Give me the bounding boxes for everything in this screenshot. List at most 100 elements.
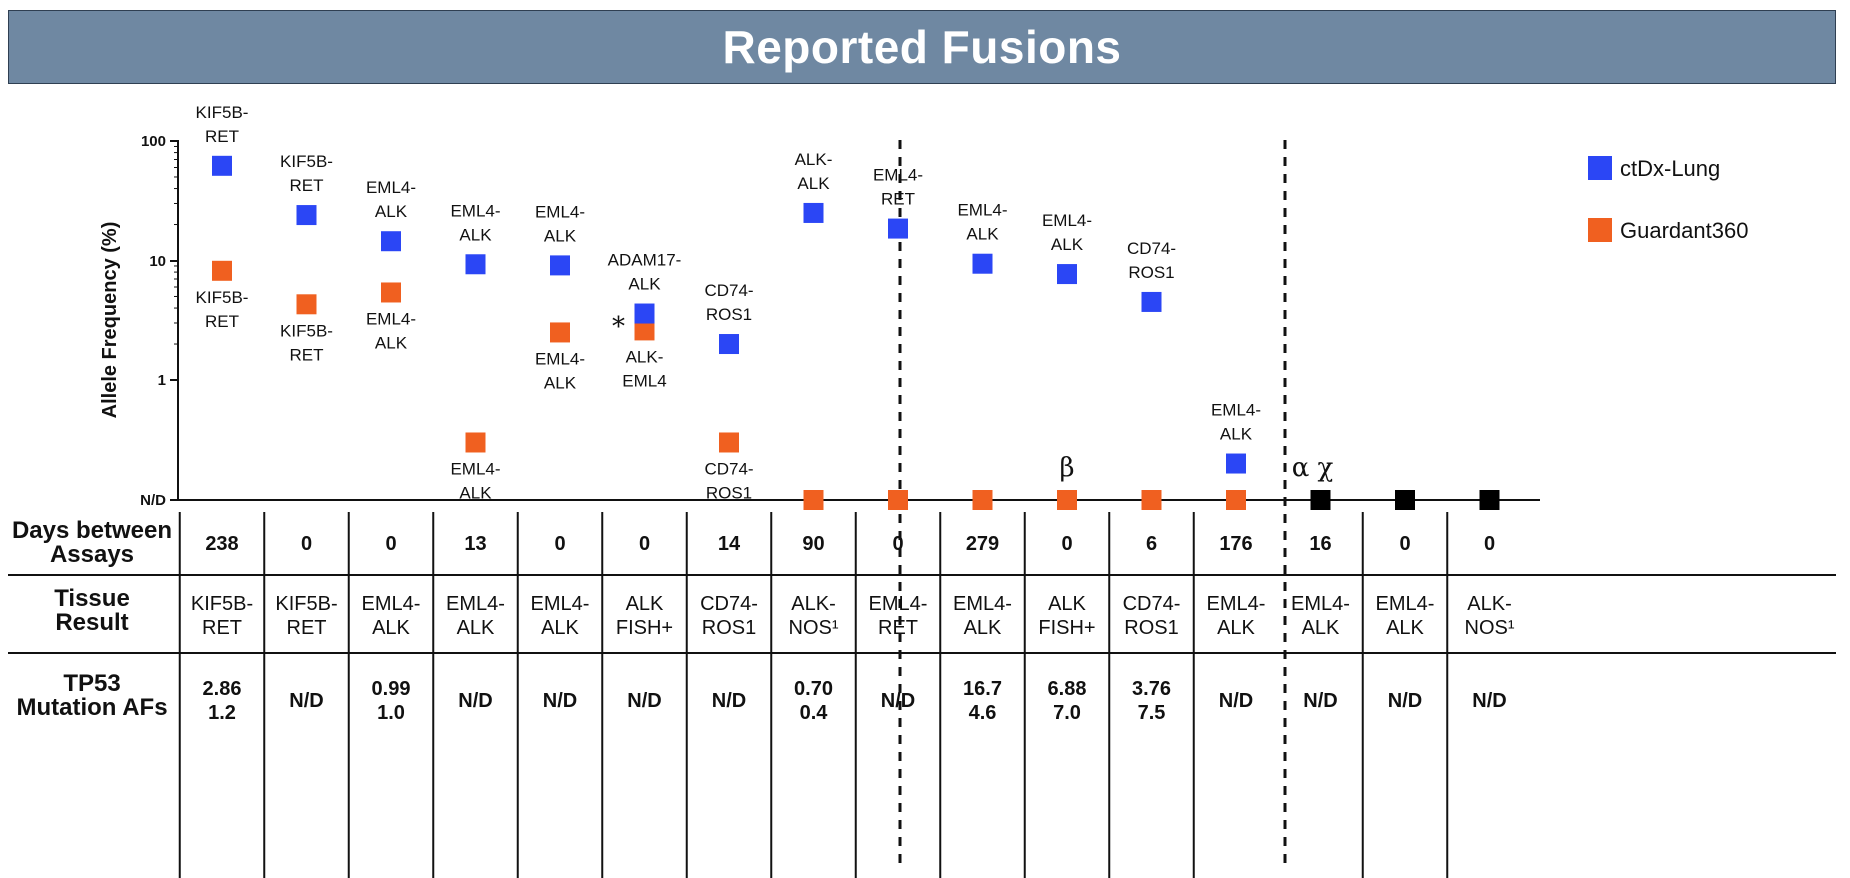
ctdx-point: [212, 155, 232, 176]
ctdx-fusion-label: ROS1: [706, 305, 752, 324]
ctdx-fusion-label: EML4-: [1042, 211, 1092, 230]
ctdx-fusion-label: RET: [881, 190, 915, 209]
y-tick-label: N/D: [140, 492, 166, 509]
tissue-result-cell: ALK: [541, 617, 579, 639]
tissue-result-cell: RET: [287, 617, 327, 639]
nd-point: [1479, 490, 1500, 510]
guardant-fusion-label: EML4-: [450, 459, 500, 478]
guardant-fusion-label: RET: [205, 312, 239, 331]
guardant-point: [972, 490, 993, 510]
ctdx-fusion-label: KIF5B-: [196, 103, 249, 122]
guardant-fusion-label: ALK: [375, 333, 408, 352]
ctdx-fusion-label: ALK: [544, 226, 577, 245]
tissue-result-cell: EML4-: [953, 593, 1012, 615]
ctdx-fusion-label: ROS1: [1128, 263, 1174, 282]
days-cell: 90: [802, 533, 824, 555]
tissue-result-cell: ALK-: [1467, 593, 1511, 615]
ctdx-fusion-label: KIF5B-: [280, 152, 333, 171]
guardant-point: [803, 490, 824, 510]
ctdx-fusion-label: EML4-: [450, 201, 500, 220]
guardant-fusion-label: KIF5B-: [280, 321, 333, 340]
tp53-nd-value: N/D: [881, 690, 915, 712]
tissue-result-cell: RET: [202, 617, 242, 639]
tissue-result-cell: CD74-: [1123, 593, 1181, 615]
days-cell: 0: [301, 533, 312, 555]
days-cell: 279: [966, 533, 999, 555]
tissue-result-cell: EML4-: [1291, 593, 1350, 615]
tp53-nd-value: N/D: [289, 690, 323, 712]
tp53-nd-value: N/D: [1388, 690, 1422, 712]
tp53-nd-value: N/D: [543, 690, 577, 712]
ctdx-fusion-label: ALK: [375, 202, 408, 221]
tp53-guardant-value: 1.0: [377, 702, 405, 724]
tissue-result-cell: NOS¹: [789, 617, 839, 639]
ctdx-point: [634, 303, 655, 324]
tp53-ctdx-value: 2.86: [203, 678, 242, 700]
tp53-nd-value: N/D: [627, 690, 661, 712]
tp53-ctdx-value: 0.99: [372, 678, 411, 700]
tissue-result-cell: KIF5B-: [275, 593, 337, 615]
ctdx-point: [972, 253, 993, 274]
tissue-result-cell: EML4-: [531, 593, 590, 615]
ctdx-fusion-label: EML4-: [873, 166, 923, 185]
days-cell: 0: [1399, 533, 1410, 555]
ctdx-point: [1226, 453, 1246, 474]
tp53-nd-value: N/D: [458, 690, 492, 712]
legend-label: ctDx-Lung: [1620, 156, 1720, 181]
row-header: TP53: [63, 670, 120, 697]
tissue-result-cell: ALK: [372, 617, 410, 639]
days-cell: 14: [718, 533, 741, 555]
days-cell: 0: [639, 533, 650, 555]
guardant-fusion-label: ALK: [459, 483, 492, 502]
asterisk-annotation: *: [612, 312, 625, 342]
nd-point: [1310, 490, 1331, 510]
ctdx-point: [803, 202, 824, 223]
days-cell: 6: [1146, 533, 1157, 555]
days-cell: 0: [1484, 533, 1495, 555]
row-header: Assays: [50, 541, 134, 568]
legend-swatch: [1588, 156, 1612, 180]
ctdx-fusion-label: ALK-: [795, 150, 833, 169]
tissue-result-cell: ALK: [1048, 593, 1086, 615]
guardant-fusion-label: RET: [290, 345, 324, 364]
tp53-ctdx-value: 16.7: [963, 678, 1002, 700]
guardant-fusion-label: EML4-: [366, 309, 416, 328]
guardant-point: [1057, 490, 1077, 510]
guardant-point: [381, 282, 401, 303]
tp53-nd-value: N/D: [712, 690, 746, 712]
ctdx-fusion-label: ALK: [459, 225, 492, 244]
days-cell: 0: [385, 533, 396, 555]
days-cell: 0: [554, 533, 565, 555]
ctdx-fusion-label: CD74-: [704, 281, 753, 300]
tissue-result-cell: EML4-: [1207, 593, 1266, 615]
ctdx-point: [1057, 264, 1077, 285]
row-header: Tissue: [54, 585, 130, 612]
ctdx-fusion-label: ALK: [1220, 425, 1253, 444]
ctdx-fusion-label: RET: [205, 127, 239, 146]
tissue-result-cell: ALK: [626, 593, 664, 615]
tissue-result-cell: ALK-: [791, 593, 835, 615]
tp53-ctdx-value: 0.70: [794, 678, 833, 700]
ctdx-point: [465, 254, 486, 275]
days-cell: 238: [205, 533, 238, 555]
alpha-chi-annotation: α χ: [1292, 453, 1334, 483]
guardant-point: [212, 260, 232, 281]
guardant-point: [550, 322, 570, 343]
y-axis-label: Allele Frequency (%): [99, 222, 121, 419]
tissue-result-cell: NOS¹: [1465, 617, 1515, 639]
ctdx-fusion-label: ADAM17-: [608, 251, 682, 270]
nd-point: [1395, 490, 1415, 510]
tissue-result-cell: FISH+: [1038, 617, 1095, 639]
tp53-nd-value: N/D: [1303, 690, 1337, 712]
legend-label: Guardant360: [1620, 218, 1748, 243]
ctdx-fusion-label: ALK: [1051, 235, 1084, 254]
ctdx-fusion-label: EML4-: [535, 202, 585, 221]
tissue-result-cell: EML4-: [1376, 593, 1435, 615]
guardant-fusion-label: EML4: [622, 371, 666, 390]
days-cell: 16: [1309, 533, 1331, 555]
guardant-fusion-label: ALK: [544, 373, 577, 392]
tp53-nd-value: N/D: [1219, 690, 1253, 712]
tissue-result-cell: ALK: [1386, 617, 1424, 639]
tp53-guardant-value: 4.6: [969, 702, 997, 724]
